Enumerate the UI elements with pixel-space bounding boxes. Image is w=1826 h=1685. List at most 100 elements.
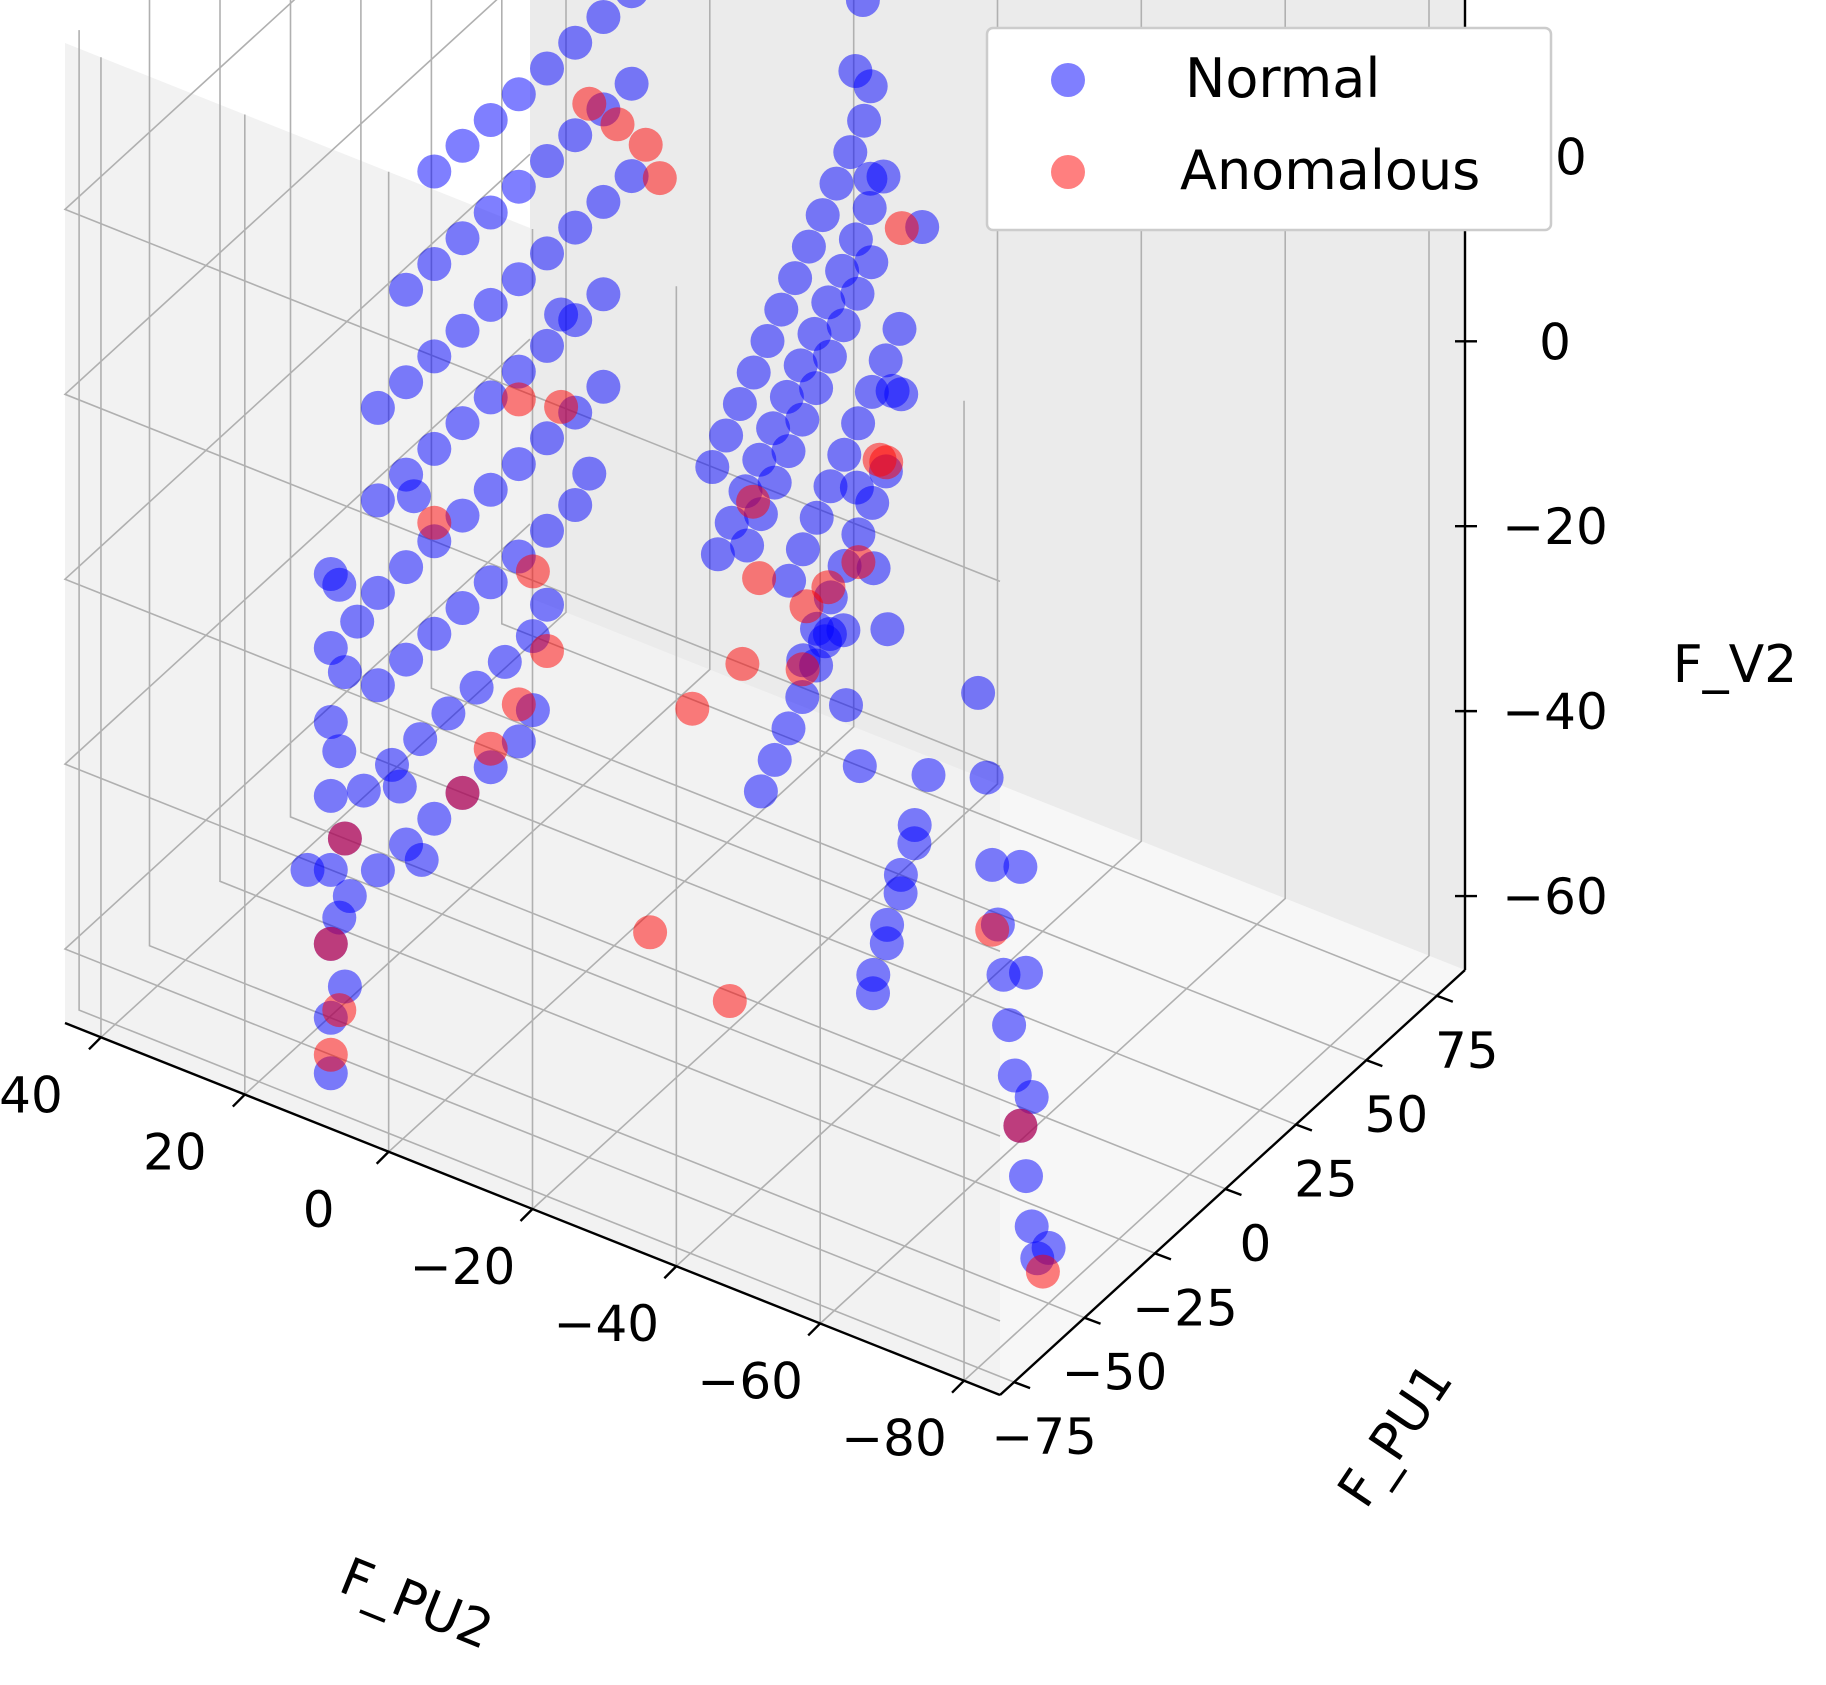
- x-tick-mark: [951, 1379, 965, 1394]
- y-gridline: [289, 0, 1226, 1190]
- point-normal: [530, 144, 564, 178]
- point-normal: [313, 705, 348, 739]
- point-anomalous: [313, 926, 348, 961]
- point-normal: [445, 498, 480, 533]
- point-normal: [389, 550, 424, 585]
- point-normal: [961, 675, 996, 710]
- point-anomalous: [811, 570, 846, 605]
- point-anomalous: [322, 993, 357, 1028]
- point-normal: [868, 343, 903, 378]
- point-normal: [445, 221, 480, 256]
- y-gridline: [360, 0, 1297, 1126]
- y-tick-label: −75: [991, 1408, 1097, 1466]
- x-tick-label: −20: [410, 1238, 516, 1296]
- x-tick-mark: [231, 1093, 246, 1108]
- point-anomalous: [445, 775, 480, 810]
- point-normal: [360, 853, 395, 888]
- point-anomalous: [530, 634, 564, 668]
- point-normal: [1003, 849, 1038, 884]
- x-axis-label: F_PU2: [332, 1547, 501, 1662]
- point-normal: [501, 169, 536, 204]
- point-normal: [845, 0, 880, 17]
- point-normal: [841, 517, 876, 552]
- point-normal: [473, 287, 508, 322]
- y-gridline: [430, 0, 1367, 1061]
- y-tick-mark: [1365, 1059, 1383, 1068]
- point-normal: [431, 696, 466, 731]
- legend-frame: [985, 26, 1553, 232]
- point-normal: [340, 604, 375, 639]
- point-anomalous: [736, 484, 771, 519]
- point-normal: [722, 387, 757, 421]
- point-normal: [313, 778, 348, 813]
- point-normal: [327, 655, 362, 690]
- point-normal: [360, 483, 395, 518]
- point-normal: [617, 0, 647, 9]
- point-normal: [813, 469, 848, 504]
- point-normal: [396, 479, 431, 514]
- y-tick-mark: [1436, 994, 1454, 1003]
- point-normal: [969, 760, 1004, 795]
- point-normal: [360, 668, 395, 703]
- point-normal: [322, 567, 357, 602]
- z-gridline: [63, 523, 1001, 1322]
- point-anomalous: [1003, 1108, 1038, 1143]
- point-normal: [360, 390, 395, 425]
- point-normal: [586, 277, 621, 312]
- point-anomalous: [515, 554, 550, 589]
- point-normal: [757, 742, 792, 777]
- point-anomalous: [628, 127, 663, 162]
- y-tick-label: −25: [1132, 1279, 1238, 1337]
- point-normal: [700, 537, 735, 572]
- point-normal: [839, 470, 874, 505]
- point-normal: [544, 297, 579, 332]
- point-normal: [586, 369, 621, 404]
- point-normal: [501, 77, 536, 112]
- point-normal: [404, 842, 439, 877]
- point-normal: [558, 118, 593, 153]
- x-tick-mark: [519, 1208, 534, 1222]
- point-normal: [736, 355, 771, 390]
- point-anomalous: [975, 912, 1010, 947]
- point-normal: [840, 276, 875, 311]
- point-normal: [382, 769, 417, 804]
- point-normal: [530, 513, 564, 548]
- point-normal: [897, 826, 932, 861]
- point-normal: [771, 711, 806, 746]
- y-gridline: [219, 0, 1156, 1255]
- point-anomalous: [884, 211, 919, 246]
- point-normal: [838, 54, 873, 88]
- legend-marker-anomalous: [1051, 155, 1085, 189]
- point-normal: [785, 680, 820, 714]
- y-tick-label: −50: [1062, 1344, 1168, 1402]
- point-normal: [812, 339, 847, 374]
- point-normal: [389, 365, 424, 400]
- y-tick-label: 25: [1294, 1151, 1358, 1209]
- point-normal: [992, 1008, 1027, 1043]
- point-normal: [313, 852, 348, 887]
- z-tick-label: 0: [1539, 313, 1571, 371]
- y-tick-mark: [1295, 1123, 1313, 1132]
- point-normal: [730, 528, 765, 563]
- x-tick-label: 40: [0, 1066, 63, 1124]
- point-normal: [1014, 1080, 1049, 1114]
- point-normal: [530, 328, 564, 363]
- point-normal: [473, 103, 508, 137]
- point-normal: [558, 210, 593, 245]
- point-anomalous: [327, 821, 362, 856]
- point-anomalous: [544, 389, 579, 424]
- point-normal: [771, 434, 806, 469]
- point-normal: [389, 642, 424, 677]
- point-normal: [473, 472, 508, 507]
- point-normal: [501, 262, 536, 297]
- z-gridline: [63, 338, 1001, 1137]
- point-normal: [842, 749, 877, 784]
- point-normal: [459, 670, 494, 705]
- point-normal: [856, 976, 890, 1011]
- point-normal: [975, 847, 1010, 882]
- x-tick-mark: [807, 1322, 822, 1337]
- x-tick-label: 20: [143, 1124, 207, 1182]
- point-normal: [445, 591, 480, 625]
- point-normal: [799, 500, 834, 535]
- point-normal: [417, 339, 452, 374]
